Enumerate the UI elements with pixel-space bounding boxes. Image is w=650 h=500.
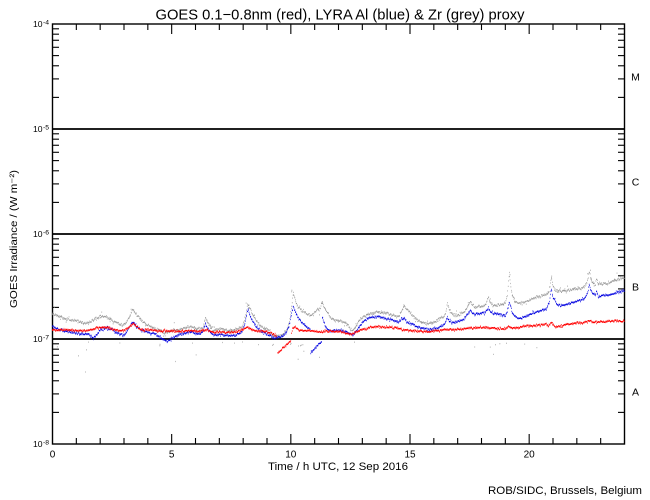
svg-text:M: M (631, 71, 640, 83)
svg-text:B: B (632, 281, 639, 293)
svg-text:-8: -8 (43, 440, 49, 447)
svg-text:10: 10 (33, 229, 43, 239)
svg-text:-7: -7 (43, 335, 49, 342)
svg-text:10: 10 (33, 124, 43, 134)
svg-text:A: A (632, 386, 639, 398)
svg-text:10: 10 (33, 334, 43, 344)
svg-text:ROB/SIDC, Brussels, Belgium: ROB/SIDC, Brussels, Belgium (488, 485, 642, 497)
svg-text:GOES Irradiance / (W m⁻²): GOES Irradiance / (W m⁻²) (9, 170, 20, 308)
svg-text:10: 10 (33, 19, 43, 29)
svg-text:-4: -4 (43, 20, 49, 27)
svg-text:5: 5 (169, 450, 175, 461)
svg-text:Time / h UTC, 12 Sep 2016: Time / h UTC, 12 Sep 2016 (268, 461, 408, 473)
svg-text:15: 15 (404, 450, 416, 461)
svg-text:GOES 0.1−0.8nm (red), LYRA Al: GOES 0.1−0.8nm (red), LYRA Al (blue) & Z… (156, 7, 525, 24)
svg-text:20: 20 (524, 450, 536, 461)
svg-text:10: 10 (285, 450, 297, 461)
svg-text:-6: -6 (43, 230, 49, 237)
svg-text:-5: -5 (43, 125, 49, 132)
svg-text:0: 0 (50, 450, 56, 461)
svg-text:10: 10 (33, 439, 43, 449)
svg-text:C: C (632, 176, 640, 188)
